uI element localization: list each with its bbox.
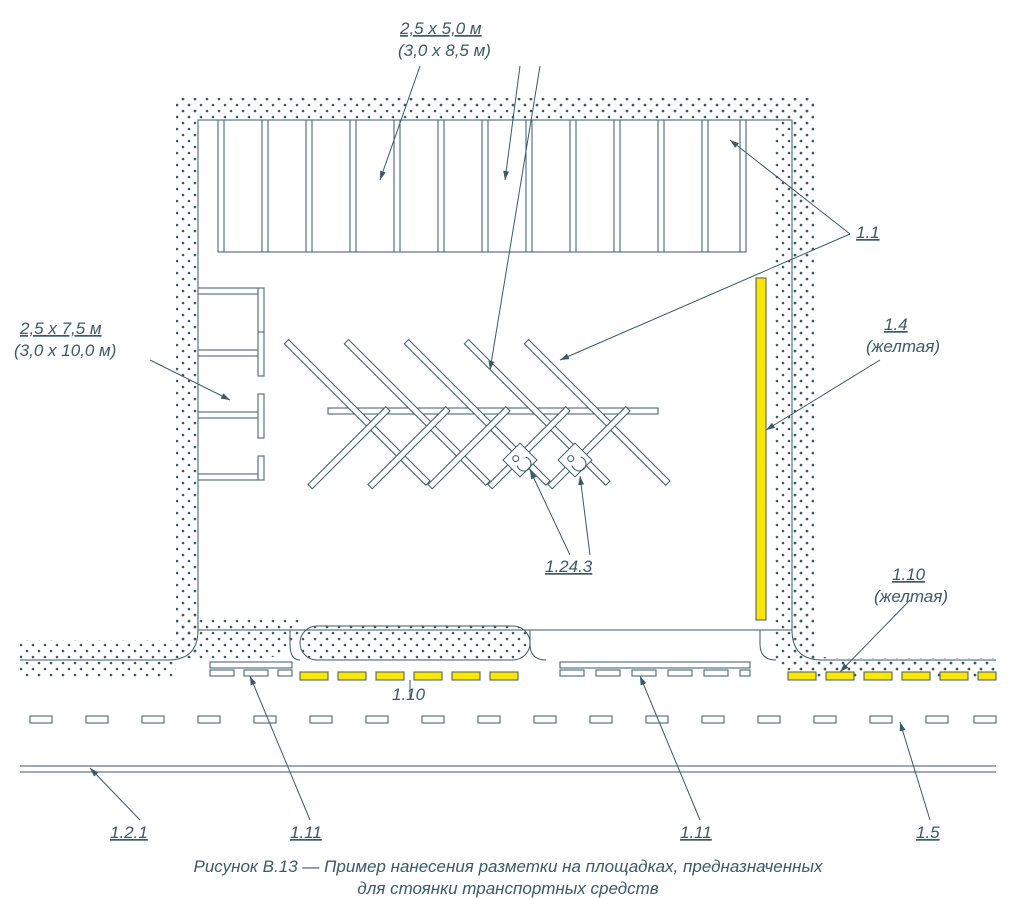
dim-top1: 2,5 х 5,0 м [399,19,482,38]
curb-mid-r [760,630,776,660]
parallel-bays [198,288,264,480]
svg-text:1.24.3: 1.24.3 [545,557,593,576]
yellow-line-1-4 [756,278,766,620]
dim-left1: 2,5 х 7,5 м [19,319,102,338]
lbl-1-4-sub: (желтая) [866,337,940,356]
dashes-1-5-gen [30,716,996,723]
caption-1: Рисунок В.13 — Пример нанесения разметки… [194,857,823,876]
svg-text:2,5 х 5,0 м: 2,5 х 5,0 м [399,19,482,38]
svg-text:1.11: 1.11 [680,823,712,842]
edge-1-2-1 [20,766,996,772]
lbl-1-4: 1.4 [884,315,908,334]
lbl-1-10-c: 1.10 [392,685,426,704]
lbl-1-11-b: 1.11 [680,823,712,842]
svg-text:1.1: 1.1 [856,223,880,242]
lbl-1-1: 1.1 [856,223,880,242]
perp-bays [218,120,744,252]
lbl-1-5: 1.5 [916,823,940,842]
lbl-1-11-a: 1.11 [290,823,322,842]
svg-text:1.2.1: 1.2.1 [110,823,148,842]
lbl-1-2-1: 1.2.1 [110,823,148,842]
svg-text:1.10: 1.10 [892,565,926,584]
marking-1-11-left [210,662,292,676]
lbl-1-10-sub: (желтая) [874,587,948,606]
svg-text:2,5 х 7,5 м: 2,5 х 7,5 м [19,319,102,338]
svg-text:1.5: 1.5 [916,823,940,842]
curb-right [792,630,996,660]
svg-text:1.4: 1.4 [884,315,908,334]
lbl-1-24-3: 1.24.3 [545,557,593,576]
yellow-1-10-left [300,672,518,680]
lbl-1-10: 1.10 [892,565,926,584]
curb-mid-l [530,630,546,660]
svg-text:1.11: 1.11 [290,823,322,842]
dim-left2: (3,0 х 10,0 м) [14,341,116,360]
angled-bays [284,340,670,489]
caption-2: для стоянки транспортных средств [357,879,659,898]
dim-top2: (3,0 х 8,5 м) [398,41,491,60]
marking-1-11-right [560,662,750,676]
island [300,626,530,660]
